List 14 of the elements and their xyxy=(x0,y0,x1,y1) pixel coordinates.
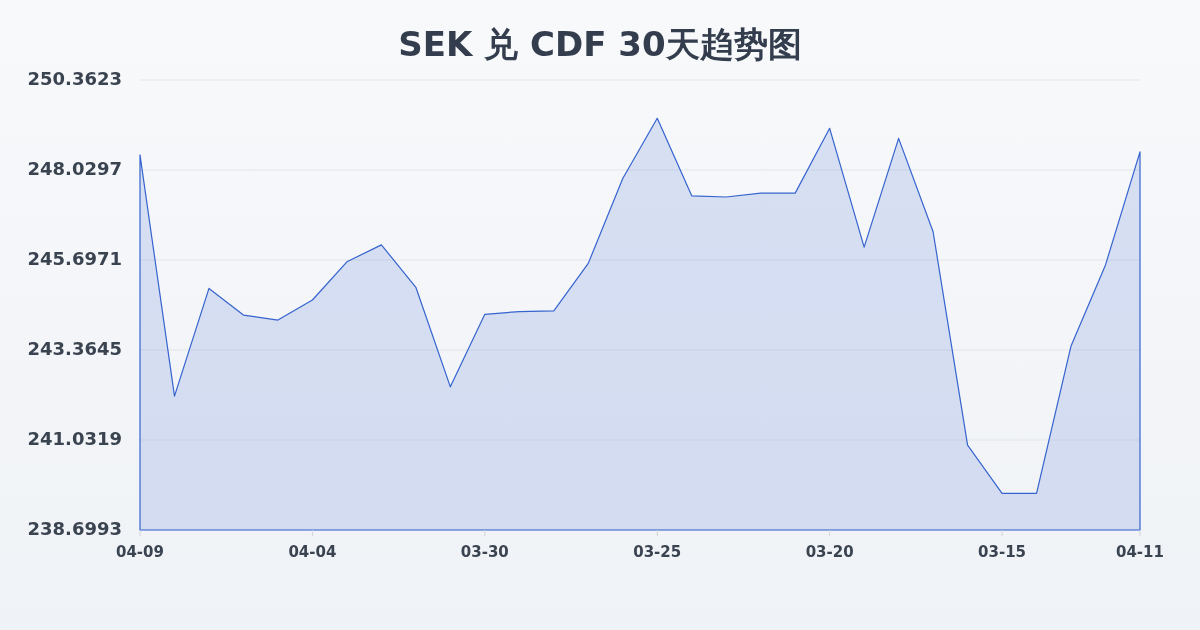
x-tick-label: 04-09 xyxy=(116,542,164,561)
y-tick-label: 250.3623 xyxy=(27,68,122,89)
x-tick-label: 03-25 xyxy=(633,542,682,561)
x-tick-label: 03-30 xyxy=(460,542,509,561)
y-tick-label: 238.6993 xyxy=(27,518,122,539)
chart-title: SEK 兑 CDF 30天趋势图 xyxy=(398,23,802,64)
x-tick-label: 04-04 xyxy=(288,542,337,561)
y-tick-label: 243.3645 xyxy=(27,338,122,359)
y-tick-label: 245.6971 xyxy=(27,248,122,269)
x-tick-label: 03-15 xyxy=(978,542,1027,561)
y-tick-label: 248.0297 xyxy=(27,158,122,179)
x-tick-label: 03-20 xyxy=(805,542,854,561)
x-tick-label: 04-11 xyxy=(1116,542,1164,561)
y-tick-label: 241.0319 xyxy=(27,428,122,449)
